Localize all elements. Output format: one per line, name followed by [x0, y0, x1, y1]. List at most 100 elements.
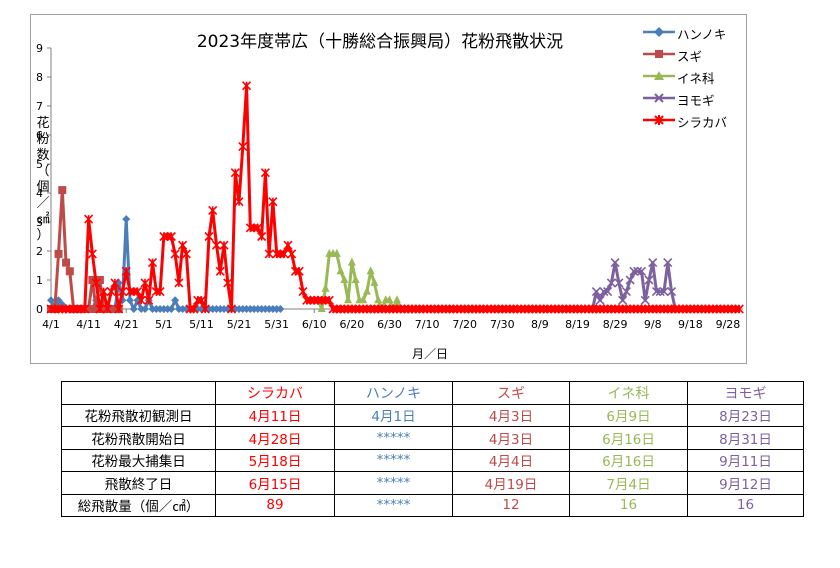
y-tick-label: 0	[36, 303, 43, 316]
data-point	[294, 266, 304, 276]
data-point	[95, 304, 105, 314]
column-header: スギ	[452, 381, 570, 405]
legend-label: ヨモギ	[677, 93, 715, 108]
chart-frame: 0 1 2 3 4 5 6 7 8 9 4/1 4/11 4/21 5/1 5/11 5/21 5/31 6/10…	[30, 14, 747, 364]
data-point	[174, 278, 184, 288]
x-tick-label: 4/11	[76, 318, 101, 331]
data-point	[276, 305, 285, 313]
data-point	[92, 305, 101, 313]
x-tick-label: 9/8	[644, 318, 662, 331]
data-point	[734, 304, 744, 314]
row-header: 花粉飛散初観測日	[61, 403, 216, 427]
series-line-x	[591, 261, 677, 310]
table-cell: *****	[334, 471, 453, 495]
data-point	[332, 248, 341, 257]
legend-item-yomogi: ヨモギ	[643, 88, 747, 110]
data-point	[640, 295, 650, 305]
data-point	[264, 249, 274, 259]
data-point	[170, 249, 180, 259]
y-tick-label: 8	[36, 71, 43, 84]
data-point	[54, 249, 63, 258]
x-tick-label: 9/18	[678, 318, 703, 331]
table-cell: 4月1日	[334, 403, 453, 427]
data-point	[636, 266, 647, 276]
data-point	[253, 223, 263, 233]
data-point	[595, 295, 605, 305]
y-tick-label: 5	[36, 158, 43, 171]
data-point	[362, 286, 371, 295]
data-point	[114, 304, 124, 314]
table-cell: 4月3日	[452, 426, 570, 450]
data-point	[359, 295, 368, 304]
data-point	[340, 275, 349, 283]
data-point	[208, 205, 218, 215]
y-axis-label-char: ㎠	[36, 212, 50, 227]
data-point	[374, 295, 383, 304]
table-cell: 16	[687, 493, 804, 517]
table-cell: 4月3日	[452, 403, 570, 427]
y-tick-label: 9	[36, 42, 43, 55]
legend-label: シラカバ	[677, 115, 728, 130]
data-point	[178, 240, 188, 250]
data-point	[84, 214, 94, 224]
x-tick-label: 7/10	[415, 318, 440, 331]
column-header: ヨモギ	[687, 381, 804, 405]
y-axis-label-char: 粉	[36, 132, 50, 147]
x-tick-label: 9/28	[716, 318, 741, 331]
data-point	[260, 168, 270, 178]
y-axis-label-char: 個	[36, 180, 50, 195]
row-header: 花粉飛散開始日	[61, 426, 216, 450]
table-cell: 4月4日	[452, 448, 570, 472]
data-point	[181, 249, 191, 259]
data-point	[166, 231, 176, 242]
x-tick-label: 5/11	[189, 318, 214, 331]
table-cell: *****	[334, 426, 453, 450]
data-point	[136, 295, 146, 305]
x-tick-label: 4/1	[42, 318, 60, 331]
data-point	[385, 295, 394, 304]
data-point	[614, 278, 624, 288]
legend-label: スギ	[677, 49, 703, 64]
data-point	[211, 240, 222, 250]
chart-title: 2023年度帯広（十勝総合振興局）花粉飛散状況	[196, 32, 564, 52]
data-point	[644, 275, 654, 285]
data-point	[62, 258, 71, 267]
table-corner	[61, 381, 216, 405]
table-cell: 8月31日	[687, 426, 804, 450]
table-cell: 6月16日	[569, 448, 688, 472]
data-point	[204, 231, 214, 242]
table-cell: 9月11日	[687, 448, 804, 472]
data-point	[659, 287, 669, 297]
table-header-row: シラカバ ハンノキ スギ イネ科 ヨモギ	[61, 381, 804, 405]
data-point	[257, 231, 267, 242]
table-cell: 4月19日	[452, 471, 570, 495]
table-cell: 4月28日	[215, 426, 335, 450]
data-point	[241, 81, 252, 91]
data-point	[591, 287, 601, 297]
data-point	[268, 197, 278, 207]
data-point	[655, 287, 665, 297]
data-point	[625, 275, 635, 285]
y-tick-label: 3	[36, 216, 43, 229]
data-point	[287, 249, 297, 259]
column-header: シラカバ	[215, 381, 335, 405]
data-point	[336, 266, 345, 275]
row-header: 総飛散量（個／㎠）	[61, 493, 216, 517]
data-point	[324, 295, 334, 305]
data-point	[99, 287, 109, 297]
data-point	[106, 287, 116, 297]
table-cell: 6月16日	[569, 426, 688, 450]
legend-swatch-shirakaba	[643, 115, 675, 125]
x-tick-label: 4/21	[114, 318, 139, 331]
series-line-star	[51, 84, 740, 311]
data-point	[599, 287, 609, 297]
row-header: 花粉最大捕集日	[61, 448, 216, 472]
data-point	[663, 258, 673, 268]
x-tick-label: 8/9	[531, 318, 549, 331]
data-point	[84, 305, 93, 313]
y-axis-label-char: 数	[36, 148, 50, 163]
table-row: 総飛散量（個／㎠） 89 ***** 12 16 16	[61, 493, 804, 517]
data-point	[110, 278, 120, 288]
table-cell: 16	[569, 493, 688, 517]
table-cell: 6月15日	[215, 471, 335, 495]
